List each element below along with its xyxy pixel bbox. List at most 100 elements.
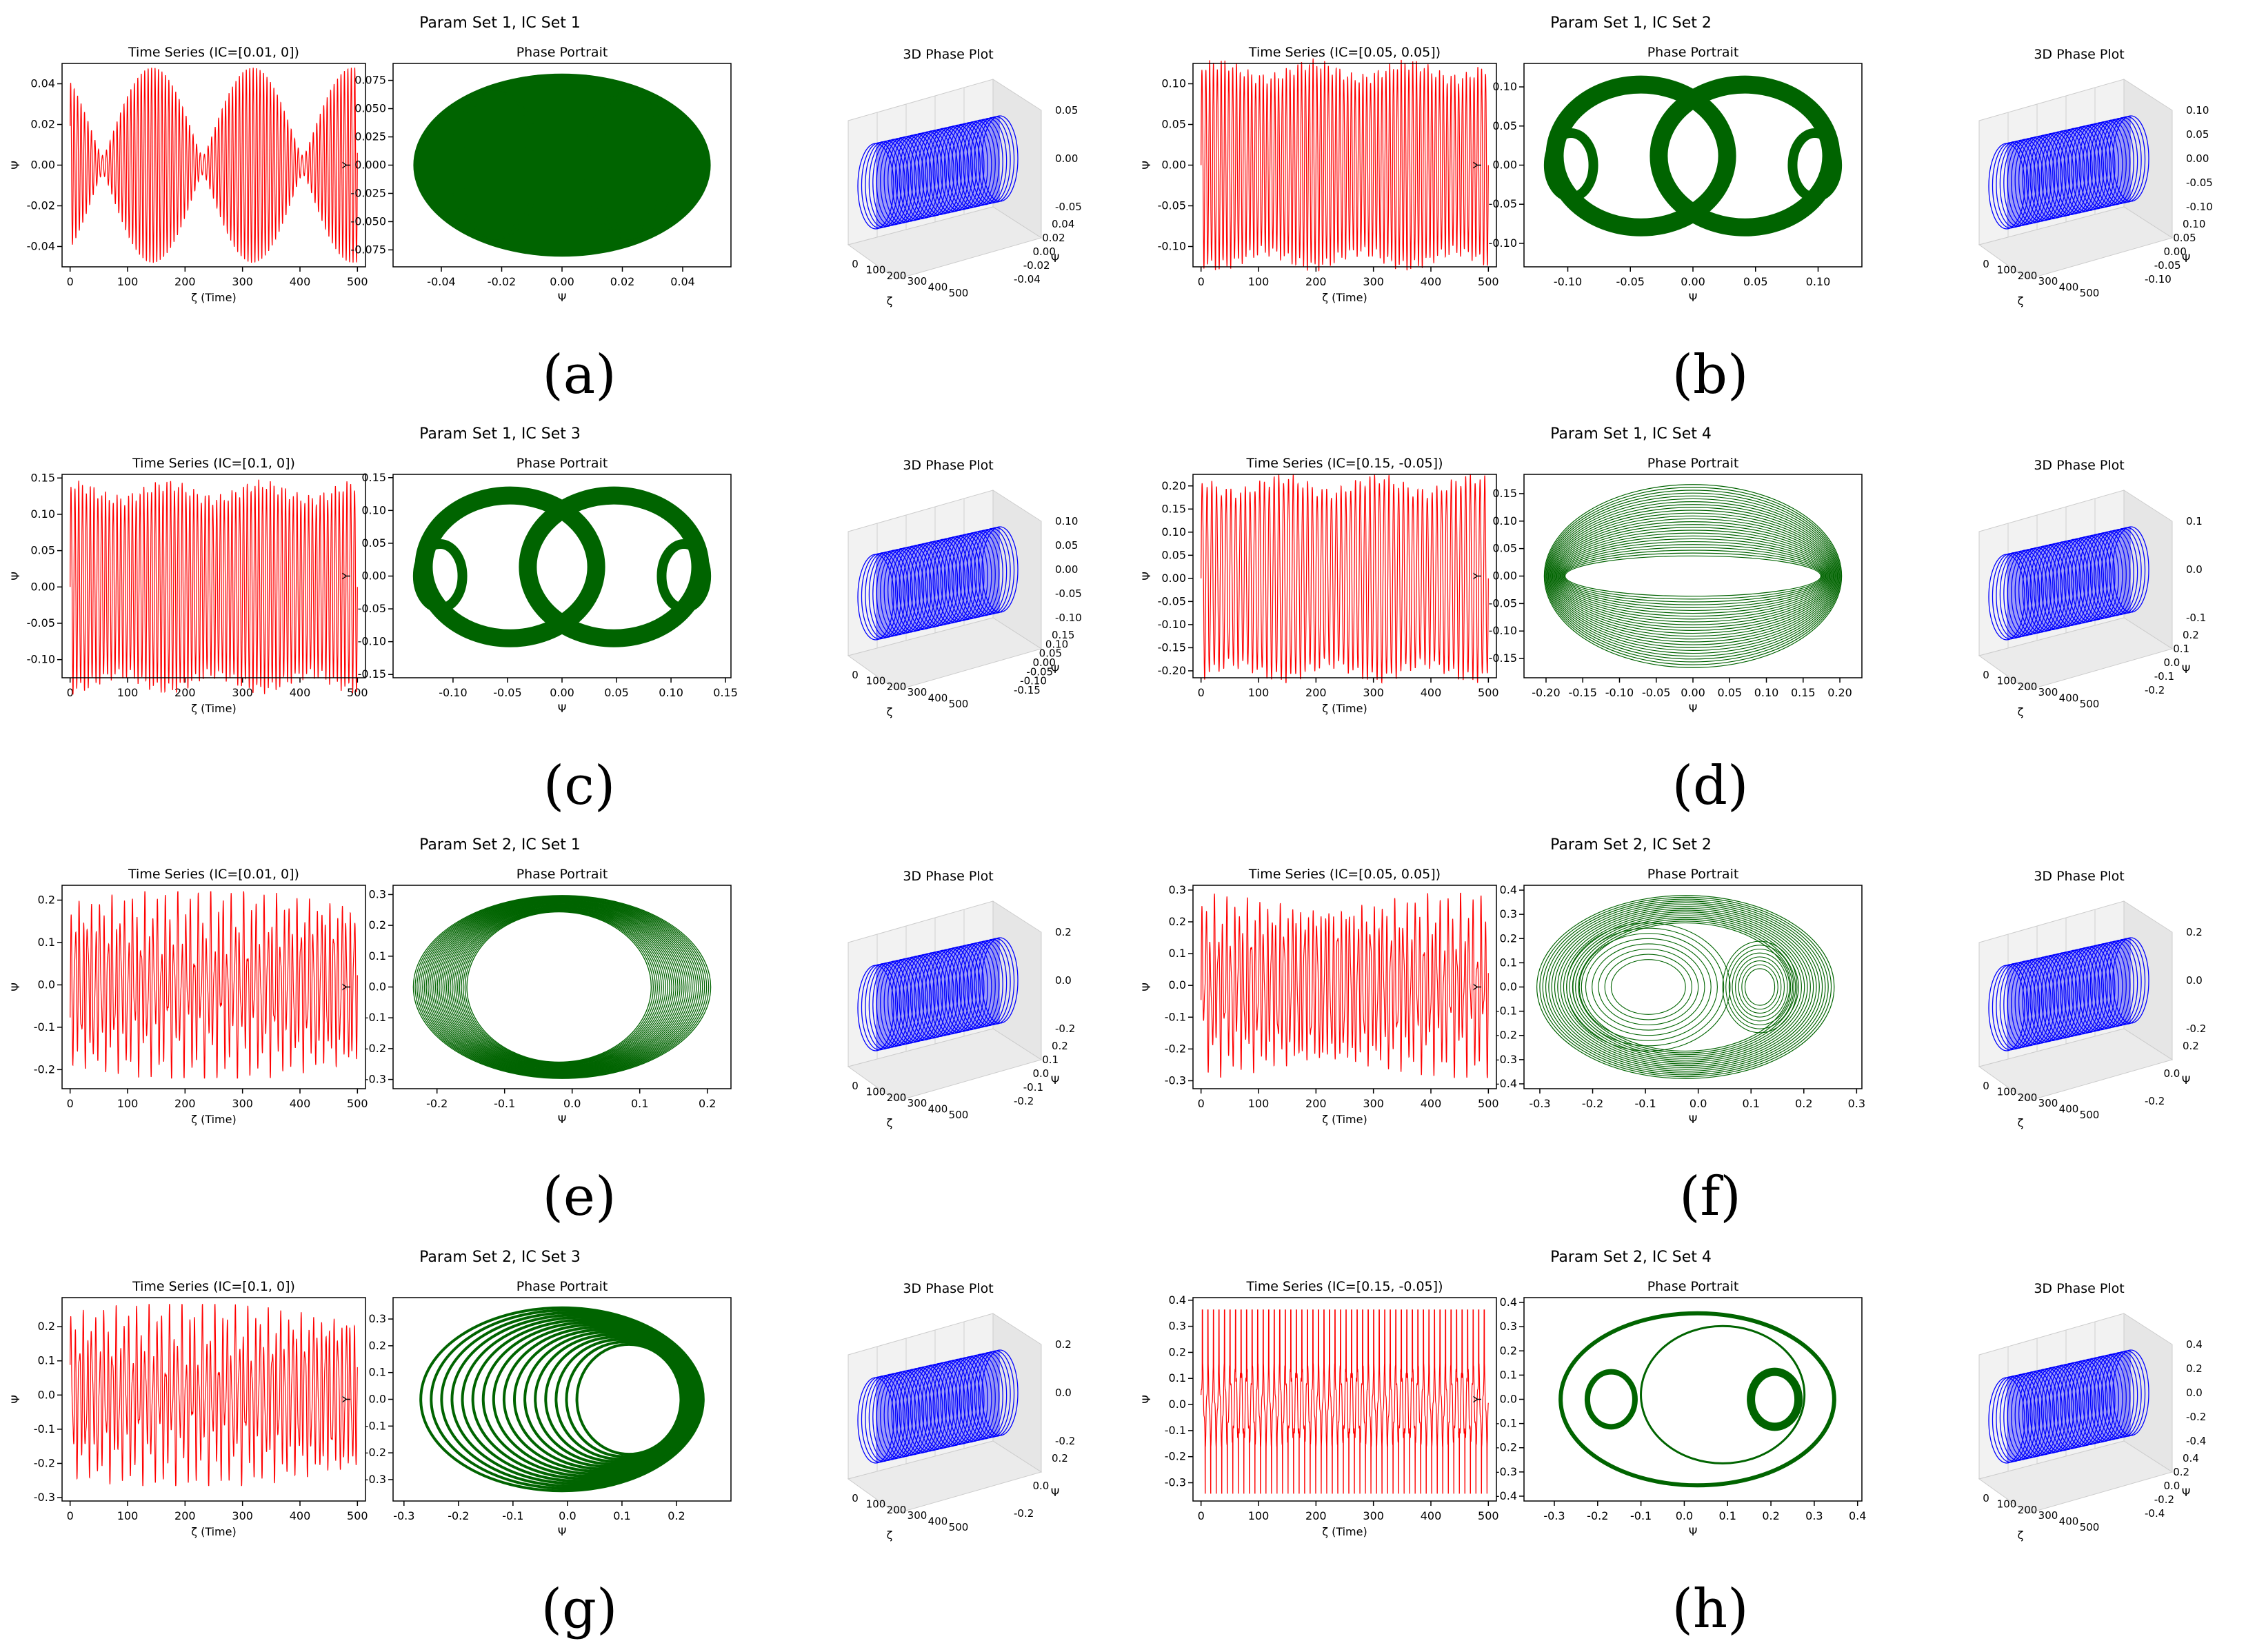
y-tick-label: -0.1: [1496, 1417, 1517, 1430]
x-tick-label: 100: [117, 686, 139, 699]
y-axis-label: Y: [340, 1396, 353, 1403]
orbit-ring: [534, 1333, 689, 1466]
orbit-ring: [1572, 927, 1725, 1047]
x-axis-label: ζ (Time): [1322, 1525, 1367, 1538]
axes-frame: [61, 63, 366, 268]
figure-panel-g: Param Set 2, IC Set 3 Time Series (IC=[0.…: [9, 1249, 1075, 1640]
x-tick-label: 0.2: [668, 1509, 685, 1522]
y-tick-label: 0.1: [1169, 947, 1186, 960]
y-tick-label: -0.4: [2145, 1507, 2165, 1520]
x-tick-label: 500: [1478, 686, 1499, 699]
z-tick-label: 0.2: [1055, 926, 1072, 938]
x-tick-label: 0.1: [1719, 1509, 1736, 1522]
x-tick-label: 300: [2038, 686, 2058, 698]
x-tick-label: 400: [290, 1097, 311, 1110]
x-tick-label: 300: [232, 686, 253, 699]
orbit-3d-loop: [2112, 526, 2149, 613]
axes-frame: [1192, 1297, 1497, 1502]
orbit-ring: [471, 1318, 698, 1480]
x-tick-label: 0.10: [1754, 686, 1779, 699]
orbit-ring: [1554, 518, 1832, 634]
y-tick-label: 0.050: [354, 102, 386, 115]
plot-title: Phase Portrait: [517, 1279, 608, 1294]
orbit-ring: [1551, 904, 1820, 1070]
x-tick-label: -0.1: [494, 1097, 515, 1110]
y-tick-label: 0.00: [30, 580, 55, 593]
y-tick-label: -0.3: [365, 1073, 386, 1086]
plot-title: Time Series (IC=[0.1, 0]): [132, 1279, 295, 1294]
x-tick-label: 100: [1248, 1097, 1270, 1110]
z-tick-label: 0.10: [1055, 515, 1078, 527]
plot-title: 3D Phase Plot: [2034, 869, 2124, 884]
panel-caption: (e): [542, 1166, 616, 1228]
orbit-ring: [1598, 948, 1699, 1026]
y-tick-label: 0.15: [361, 471, 386, 484]
y-tick-label: 0.2: [369, 918, 386, 931]
y-tick-label: 0.00: [1161, 572, 1186, 585]
z-tick-label: 0.00: [2186, 152, 2209, 165]
x-tick-label: 500: [1478, 1509, 1499, 1522]
orbit-ring: [440, 1311, 702, 1488]
y-tick-label: 0.3: [369, 1312, 386, 1325]
y-tick-label: 0.2: [1169, 1345, 1186, 1358]
z-tick-label: 0.05: [1055, 539, 1078, 552]
x-tick-label: -0.1: [502, 1509, 523, 1522]
y-tick-label: -0.10: [358, 635, 386, 648]
y-tick-label: -0.3: [1496, 1465, 1517, 1478]
x-tick-label: -0.05: [493, 686, 521, 699]
orbit-band: [414, 486, 605, 647]
y-tick-label: -0.2: [1165, 1450, 1186, 1463]
x-tick-label: 100: [1248, 686, 1270, 699]
x-tick-label: 0.2: [1795, 1097, 1812, 1110]
x-tick-label: 0.00: [1681, 686, 1705, 699]
axes-frame: [1192, 63, 1497, 268]
y-tick-label: 0.3: [1169, 883, 1186, 896]
x-tick-label: 100: [1997, 674, 2017, 687]
orbit-ring: [1539, 896, 1832, 1078]
orbit-ring: [455, 908, 664, 1066]
x-tick-label: 500: [1478, 1097, 1499, 1110]
x-tick-label: -0.2: [448, 1509, 469, 1522]
orbit-ring: [414, 895, 710, 1079]
y-tick-label: -0.20: [1158, 664, 1186, 677]
axes-frame: [1523, 63, 1863, 268]
orbit-ring: [419, 1306, 705, 1493]
time-series-line: [70, 479, 358, 695]
axes-frame: [61, 885, 366, 1089]
y-tick-label: 0.000: [354, 159, 386, 172]
orbit-ring: [1545, 487, 1841, 665]
x-tick-label: -0.1: [1634, 1097, 1656, 1110]
y-tick-label: -0.05: [2154, 259, 2181, 272]
y-tick-label: -0.1: [1496, 1005, 1517, 1018]
orbit-ring: [1744, 968, 1776, 1006]
orbit-3d-body: [876, 938, 1000, 1051]
pane-floor: [847, 206, 1043, 280]
plot-title: Phase Portrait: [517, 867, 608, 882]
orbit-ring: [445, 905, 674, 1069]
axes-frame: [61, 474, 366, 678]
panel-caption: (d): [1672, 755, 1749, 817]
plot-title: Time Series (IC=[0.05, 0.05]): [1248, 867, 1441, 882]
orbit-ring: [451, 907, 668, 1067]
x-tick-label: 500: [949, 698, 969, 710]
z-tick-label: 0.4: [2186, 1338, 2203, 1351]
y-tick-label: -0.4: [1496, 1077, 1517, 1090]
y-tick-label: 0.00: [1492, 570, 1517, 583]
orbit-ring: [1548, 902, 1823, 1072]
x-tick-label: 200: [2018, 1091, 2038, 1104]
y-axis-label: Ψ: [9, 572, 22, 581]
orbit-ring: [1546, 492, 1840, 660]
y-tick-label: -0.3: [1496, 1053, 1517, 1066]
y-tick-label: -0.3: [34, 1491, 55, 1504]
orbit-ring: [1550, 504, 1836, 648]
orbit-ring: [1578, 933, 1718, 1041]
x-axis-label: Ψ: [558, 1113, 567, 1126]
panel-caption: (h): [1672, 1578, 1748, 1640]
y-tick-label: 0.10: [30, 507, 55, 521]
y-tick-label: -0.2: [34, 1456, 55, 1469]
plot-title: Time Series (IC=[0.05, 0.05]): [1248, 45, 1441, 60]
y-tick-label: 0.4: [1169, 1293, 1186, 1307]
x-tick-label: 300: [1363, 686, 1384, 699]
y-tick-label: 0.02: [1042, 232, 1065, 244]
z-tick-label: -0.10: [2186, 201, 2213, 213]
